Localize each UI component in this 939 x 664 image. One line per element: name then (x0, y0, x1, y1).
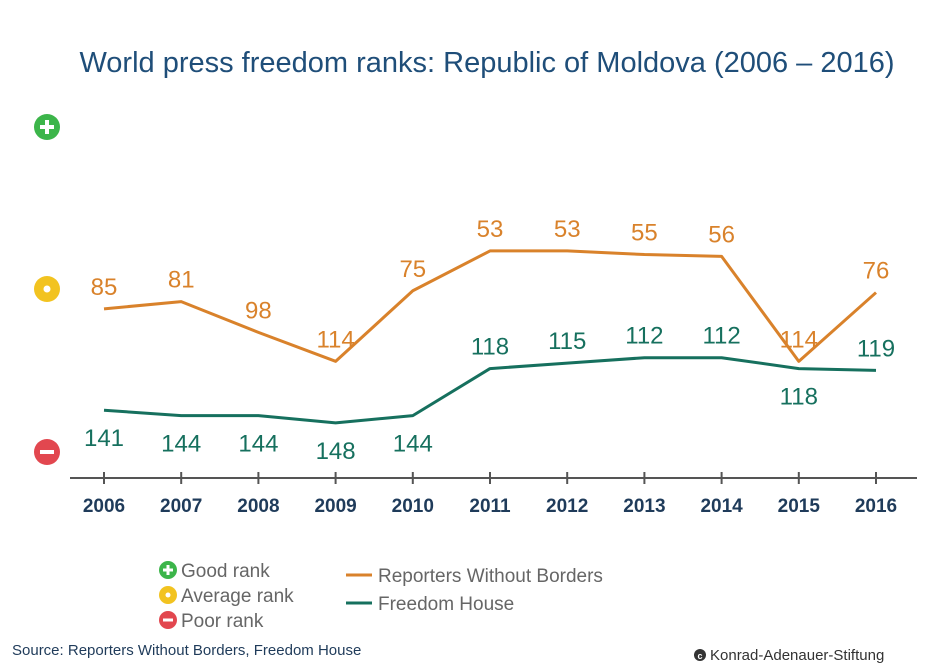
legend: Good rank Average rank Poor rank Reporte… (159, 561, 603, 632)
data-label: 118 (780, 384, 818, 411)
data-label: 55 (631, 220, 658, 247)
data-labels-freedom-house: 141 144 144 148 144 118 115 112 112 118 119 (84, 323, 895, 465)
data-label: 85 (91, 274, 118, 301)
x-tick-label: 2011 (469, 496, 511, 517)
data-label: 53 (554, 216, 581, 243)
data-label: 119 (857, 335, 895, 362)
data-label: 141 (84, 425, 124, 452)
x-tick-label: 2010 (392, 496, 434, 517)
data-label: 144 (393, 431, 433, 458)
x-tick-label: 2013 (623, 496, 665, 517)
x-axis-ticks (103, 472, 877, 484)
good-rank-scale-icon (34, 114, 60, 140)
data-labels-reporters-without-borders: 85 81 98 114 75 53 53 55 56 114 76 (91, 216, 890, 353)
data-label: 144 (238, 431, 278, 458)
source-note: Source: Reporters Without Borders, Freed… (12, 642, 361, 659)
credit-text: Konrad-Adenauer-Stiftung (710, 647, 884, 664)
data-label: 76 (863, 258, 890, 285)
x-tick-label: 2009 (314, 496, 356, 517)
legend-average-label: Average rank (181, 586, 294, 607)
average-rank-scale-icon (34, 276, 60, 302)
data-label: 114 (780, 326, 818, 353)
series-line-reporters-without-borders (103, 249, 877, 363)
data-label: 56 (708, 221, 735, 248)
copyright-icon: c (694, 649, 706, 661)
legend-poor-icon (159, 611, 177, 629)
series-line-freedom-house (103, 356, 877, 425)
x-tick-label: 2008 (237, 496, 279, 517)
data-label: 112 (625, 323, 663, 350)
data-label: 81 (168, 267, 195, 294)
legend-good-icon (159, 561, 177, 579)
x-tick-label: 2007 (160, 496, 202, 517)
x-axis-labels: 2006 2007 2008 2009 2010 2011 2012 2013 2014 2015… (83, 496, 897, 517)
data-label: 75 (399, 256, 426, 283)
data-label: 115 (548, 328, 586, 355)
data-label: 114 (316, 326, 354, 353)
legend-fh-label: Freedom House (378, 594, 514, 615)
legend-rsf-label: Reporters Without Borders (378, 566, 603, 587)
x-tick-label: 2006 (83, 496, 125, 517)
x-tick-label: 2014 (700, 496, 743, 517)
x-tick-label: 2016 (855, 496, 897, 517)
data-label: 118 (471, 334, 509, 361)
legend-average-icon (159, 586, 177, 604)
legend-poor-label: Poor rank (181, 611, 264, 632)
chart-title: World press freedom ranks: Republic of M… (79, 47, 894, 79)
data-label: 148 (316, 438, 356, 465)
legend-good-label: Good rank (181, 561, 270, 582)
data-label: 53 (477, 216, 504, 243)
svg-text:c: c (697, 651, 702, 661)
poor-rank-scale-icon (34, 439, 60, 465)
data-label: 98 (245, 297, 272, 324)
x-tick-label: 2015 (778, 496, 821, 517)
x-tick-label: 2012 (546, 496, 588, 517)
data-label: 144 (161, 431, 201, 458)
data-label: 112 (702, 323, 740, 350)
